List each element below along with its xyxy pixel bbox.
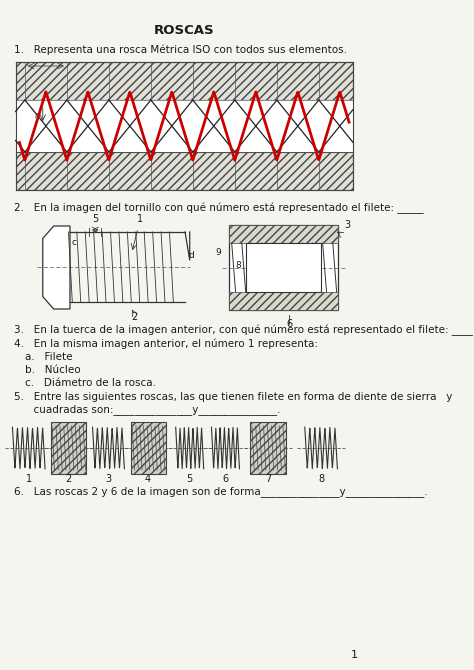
Text: 2.   En la imagen del tornillo con qué número está representado el filete: _____: 2. En la imagen del tornillo con qué núm… bbox=[14, 202, 424, 214]
Text: 1.   Representa una rosca Métrica ISO con todos sus elementos.: 1. Representa una rosca Métrica ISO con … bbox=[14, 45, 347, 55]
Text: 6: 6 bbox=[222, 474, 228, 484]
Text: ROSCAS: ROSCAS bbox=[154, 23, 215, 36]
Text: 6.   Las roscas 2 y 6 de la imagen son de forma_______________y_______________.: 6. Las roscas 2 y 6 de la imagen son de … bbox=[14, 486, 428, 497]
Text: 8: 8 bbox=[318, 474, 324, 484]
Text: d: d bbox=[188, 251, 194, 260]
Text: 4: 4 bbox=[145, 474, 151, 484]
Text: c.   Diámetro de la rosca.: c. Diámetro de la rosca. bbox=[25, 378, 156, 388]
Text: 7: 7 bbox=[265, 474, 271, 484]
Text: 9: 9 bbox=[216, 248, 221, 257]
Bar bbox=[51, 422, 86, 474]
Text: 5: 5 bbox=[92, 214, 99, 224]
Text: 1: 1 bbox=[26, 474, 32, 484]
Bar bbox=[229, 225, 338, 310]
Text: 2: 2 bbox=[65, 474, 72, 484]
Text: 3.   En la tuerca de la imagen anterior, con qué número está representado el fil: 3. En la tuerca de la imagen anterior, c… bbox=[14, 324, 473, 336]
Text: a.   Filete: a. Filete bbox=[25, 352, 73, 362]
Text: 5: 5 bbox=[187, 474, 193, 484]
Text: 1: 1 bbox=[351, 650, 358, 660]
Bar bbox=[229, 225, 338, 243]
Text: c: c bbox=[72, 238, 76, 247]
Text: 1: 1 bbox=[137, 214, 143, 224]
Text: r: r bbox=[35, 111, 38, 120]
Bar bbox=[16, 62, 353, 100]
Text: 3: 3 bbox=[105, 474, 111, 484]
Bar bbox=[131, 422, 165, 474]
Bar bbox=[229, 292, 338, 310]
Text: 8: 8 bbox=[235, 261, 241, 269]
Text: 5.   Entre las siguientes roscas, las que tienen filete en forma de diente de si: 5. Entre las siguientes roscas, las que … bbox=[14, 392, 452, 402]
Text: 3: 3 bbox=[345, 220, 351, 230]
Text: 6: 6 bbox=[286, 319, 292, 329]
Text: b.   Núcleo: b. Núcleo bbox=[25, 365, 81, 375]
Polygon shape bbox=[43, 226, 70, 309]
Text: 2: 2 bbox=[131, 312, 137, 322]
Bar bbox=[16, 152, 353, 190]
Bar bbox=[16, 100, 353, 152]
Text: 4.   En la misma imagen anterior, el número 1 representa:: 4. En la misma imagen anterior, el númer… bbox=[14, 339, 318, 349]
Text: cuadradas son:_______________y_______________.: cuadradas son:_______________y__________… bbox=[14, 405, 281, 415]
Bar bbox=[246, 243, 321, 292]
Bar bbox=[250, 422, 286, 474]
